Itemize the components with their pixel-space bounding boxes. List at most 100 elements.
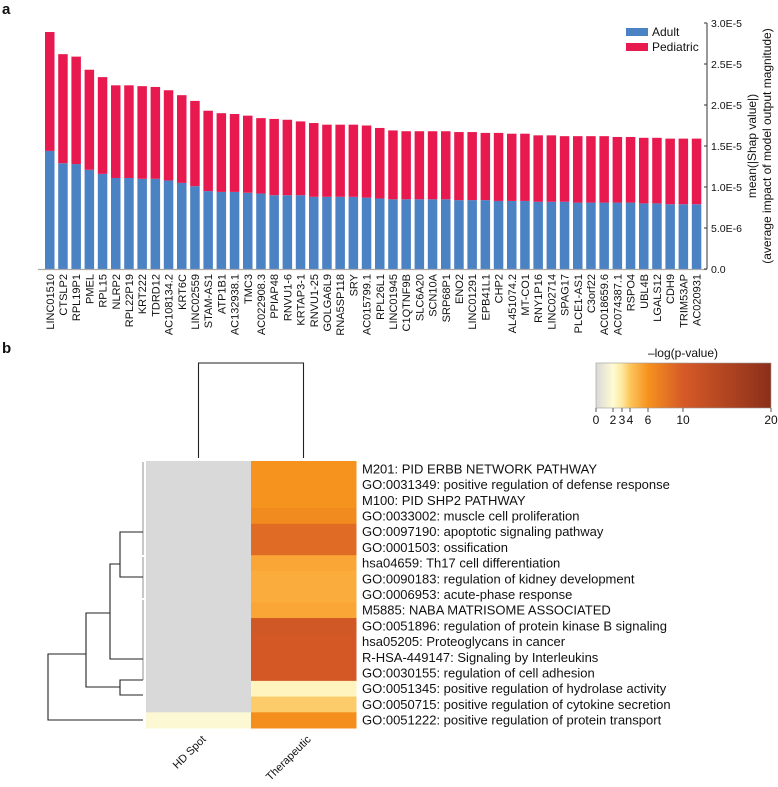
y-tick-label: 1.5E-5 [711, 141, 742, 153]
y-tick-label: 2.0E-5 [711, 100, 742, 112]
x-tick-label: EPB41L1 [480, 274, 492, 320]
bar-adult [361, 197, 372, 269]
bar-adult [665, 204, 675, 269]
bar-adult [401, 199, 411, 269]
bar-pediatric [361, 125, 372, 198]
heatmap-cell [146, 555, 252, 572]
heatmap-cell [251, 696, 357, 713]
bar-adult [533, 201, 543, 269]
colorbar-tick-label: 20 [764, 413, 778, 427]
x-tick-label: LINC01945 [388, 274, 400, 330]
legend-label-adult: Adult [652, 25, 680, 39]
x-tick-label: RPL22P19 [124, 274, 136, 327]
heatmap-cell [146, 476, 252, 493]
bar-pediatric [375, 127, 385, 199]
bar-adult [427, 199, 438, 269]
heatmap-cell [146, 649, 252, 666]
bar-pediatric [480, 132, 491, 201]
heatmap-cell [251, 680, 357, 698]
heatmap-row-label: M5885: NABA MATRISOME ASSOCIATED [362, 603, 611, 618]
bar-adult [520, 200, 530, 269]
bar-adult [84, 169, 95, 269]
heatmap-cell [146, 586, 252, 603]
bar-pediatric [282, 119, 293, 196]
bar-adult [45, 150, 55, 269]
x-tick-label: SPAG17 [560, 274, 572, 316]
bar-pediatric [414, 131, 425, 200]
bar-pediatric [203, 110, 213, 192]
bar-adult [599, 202, 609, 269]
bar-adult [493, 200, 504, 269]
bar-pediatric [71, 56, 81, 165]
bar-pediatric [97, 77, 108, 174]
x-tick-label: SRY [348, 273, 360, 296]
heatmap-row-label: GO:0051222: positive regulation of prote… [362, 713, 662, 728]
bar-adult [190, 186, 200, 269]
heatmap-cell [146, 696, 252, 713]
heatmap-cell [146, 680, 252, 698]
bar-pediatric [295, 121, 306, 196]
x-tick-label: CDH9 [665, 274, 677, 304]
heatmap-cell [251, 508, 357, 525]
bar-pediatric [401, 131, 411, 200]
heatmap-row-label: GO:0033002: muscle cell proliferation [362, 508, 580, 523]
bar-pediatric [678, 138, 689, 205]
bar-pediatric [467, 132, 477, 201]
bar-adult [71, 164, 81, 269]
x-tick-label: NLRP2 [111, 274, 123, 309]
y-tick-label: 3.0E-5 [711, 18, 742, 30]
bar-pediatric [137, 86, 147, 179]
bar-adult [375, 198, 385, 269]
bar-pediatric [229, 114, 240, 192]
bar-pediatric [84, 69, 95, 170]
heatmap-column-label: Therapeutic [264, 733, 314, 783]
panel-label-b: b [2, 340, 11, 357]
legend-swatch-pediatric [626, 43, 648, 51]
bar-adult [441, 199, 451, 269]
bar-pediatric [150, 86, 161, 179]
colorbar-tick-label: 6 [645, 413, 652, 427]
bar-adult [625, 202, 636, 269]
heatmap-cell [251, 712, 357, 729]
heatmap-cell [146, 570, 252, 588]
heatmap-row-label: GO:0001503: ossification [362, 540, 508, 555]
heatmap-cell [251, 618, 357, 635]
bar-adult [58, 163, 68, 269]
bar-adult [559, 201, 570, 269]
bar-pediatric [454, 132, 464, 201]
heatmap: M201: PID ERBB NETWORK PATHWAYGO:0031349… [146, 461, 671, 783]
bar-pediatric [427, 131, 438, 200]
bar-pediatric [388, 130, 398, 200]
bar-adult [691, 204, 702, 269]
bar-adult [295, 195, 306, 269]
bar-adult [177, 182, 187, 269]
x-tick-label: MT-CO1 [520, 274, 532, 316]
bar-pediatric [533, 135, 543, 202]
bar-pediatric [124, 85, 134, 178]
y-tick-label: 5.0E-6 [711, 223, 742, 235]
bar-pediatric [111, 85, 121, 178]
legend-swatch-adult [626, 28, 648, 36]
heatmap-cell [251, 649, 357, 666]
row-dendrogram [47, 462, 144, 721]
x-tick-label: ATP1B1 [216, 274, 228, 314]
x-tick-label: LINC02559 [190, 274, 202, 330]
bar-adult [229, 191, 240, 269]
colorbar-tick-label: 2 [610, 413, 617, 427]
x-tick-label: RPL19P1 [71, 274, 83, 321]
bar-pediatric [586, 136, 596, 203]
bar-adult [243, 192, 253, 269]
bar-adult [97, 173, 108, 269]
heatmap-row-label: GO:0097190: apoptotic signaling pathway [362, 524, 604, 539]
x-tick-label: LINC01510 [45, 274, 57, 330]
x-tick-label: PPIAP48 [269, 274, 281, 319]
x-tick-label: KRT6C [177, 274, 189, 310]
heatmap-row-label: M201: PID ERBB NETWORK PATHWAY [362, 461, 597, 476]
heatmap-cell [251, 570, 357, 588]
colorbar-tick-label: 3 [619, 413, 626, 427]
bar-pediatric [573, 136, 583, 203]
bar-adult [586, 202, 596, 269]
heatmap-row-label: GO:0006953: acute-phase response [362, 587, 572, 602]
bar-pediatric [625, 136, 636, 203]
bar-adult [111, 177, 121, 269]
